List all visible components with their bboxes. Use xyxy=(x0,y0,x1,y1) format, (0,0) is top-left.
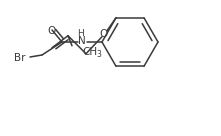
Text: Br: Br xyxy=(14,53,26,63)
Text: N: N xyxy=(78,36,86,46)
Text: O: O xyxy=(47,26,55,36)
Text: 3: 3 xyxy=(96,50,101,59)
Text: O: O xyxy=(100,29,108,39)
Text: H: H xyxy=(77,29,83,38)
Text: CH: CH xyxy=(82,47,97,57)
